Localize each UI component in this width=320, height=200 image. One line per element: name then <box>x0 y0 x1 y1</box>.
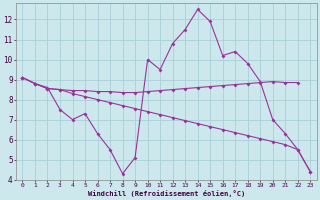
X-axis label: Windchill (Refroidissement éolien,°C): Windchill (Refroidissement éolien,°C) <box>88 190 245 197</box>
